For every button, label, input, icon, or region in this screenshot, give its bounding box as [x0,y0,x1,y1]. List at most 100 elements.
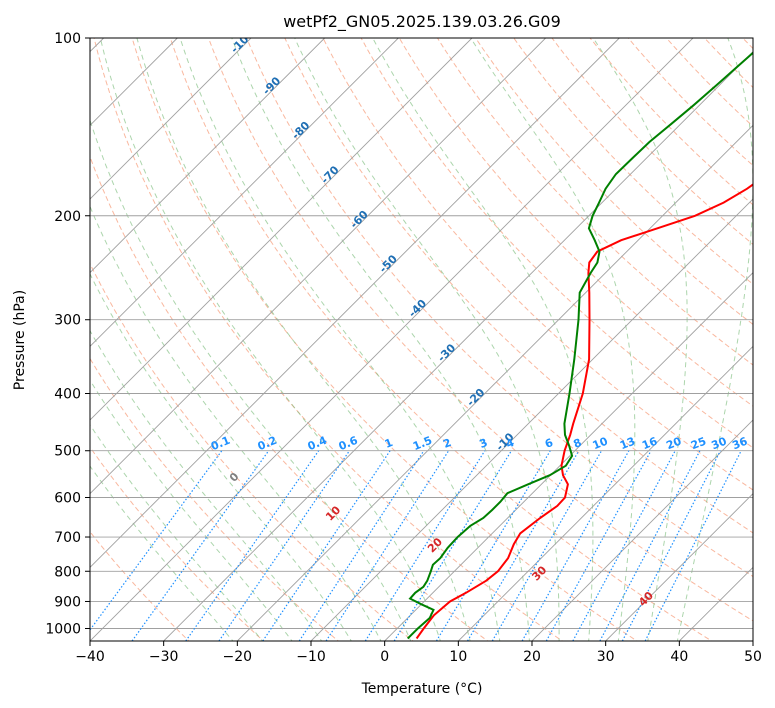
dry-adiabat-line [398,38,753,407]
mixing-ratio-line [393,450,512,641]
mixing-ratio-label: 0.4 [306,434,329,453]
x-tick-label: 40 [670,649,688,665]
dry-adiabat-line [93,38,564,641]
y-axis-label: Pressure (hPa) [12,290,28,390]
mixing-ratio-line [90,450,223,631]
mixing-ratio-label: 2 [441,436,453,451]
y-tick-label: 300 [54,313,81,329]
isotherm-label: -50 [377,252,400,275]
isotherm-line [90,38,325,274]
dry-adiabat-line [284,38,753,534]
isotherm-line [752,640,753,641]
mixing-ratio-label: 8 [572,436,584,451]
y-tick-label: 700 [54,530,81,546]
mixing-ratio-line [521,450,630,641]
dry-adiabat-line [474,38,753,325]
isotherm-line [90,38,546,495]
y-tick-label: 400 [54,387,81,403]
isotherm-line [679,566,753,641]
dry-adiabat-line [436,38,753,366]
isotherm-line [90,38,620,568]
mixing-ratio-label: 1 [383,436,395,451]
dry-adiabat-line [771,28,775,643]
x-tick-label: −10 [296,649,326,665]
mixing-ratio-line [621,450,721,641]
line-annotations: -100-90-80-70-60-50-40-30-20-100.1 0.2 0.4… [209,38,750,609]
moist-adiabat-line [231,38,530,641]
isotherm-line [90,38,252,200]
mixing-ratio-line [185,450,320,641]
axis-ticks: −40 −30 −20 −10 0 10 20 30 40 5010020030040050060… [45,31,762,665]
mixing-ratio-label: 0.2 [256,434,279,453]
mixing-ratio-label: 16 [640,434,659,452]
mixing-ratio-line [599,450,701,641]
isotherm-line [384,272,753,641]
temperature-series-line [415,183,753,640]
isotherm-label: -90 [260,74,283,97]
mixing-ratio-line [545,450,652,641]
mixing-ratio-label: 25 [689,435,708,453]
y-tick-label: 600 [54,490,81,506]
isotherm-label: -80 [289,119,312,142]
dry-adiabat-line [246,38,753,578]
dry-adiabat-line [169,38,713,641]
moist-adiabat-line [90,379,293,641]
dry-adiabat-line [742,38,753,50]
mixing-ratio-line [131,450,270,641]
isotherm-line [237,124,753,641]
y-tick-label: 800 [54,564,81,580]
dry-adiabat-line [131,38,638,641]
mixing-ratio-line [572,450,676,641]
isotherm-label: -60 [348,208,371,231]
mixing-ratio-label: 6 [543,436,555,451]
profile-lines [406,51,753,640]
isotherm-label: -40 [406,297,429,320]
dry-adiabat-label: 0 [227,470,242,485]
isotherm-line [90,38,399,347]
moist-adiabat-line [372,38,594,641]
moist-adiabat-line [90,329,323,641]
y-tick-label: 500 [54,444,81,460]
isotherm-line [605,493,753,641]
dry-adiabat-line [513,38,753,285]
isotherm-line [163,51,753,641]
dry-adiabat-line [90,531,190,641]
mixing-ratio-label: 10 [591,434,610,452]
mixing-ratio-label: 36 [730,434,749,452]
x-axis-label: Temperature (°C) [361,681,483,697]
dry-adiabat-line [703,38,753,89]
mixing-ratio-line [644,450,742,641]
moist-adiabat-line [90,423,264,641]
moist-adiabat-line [179,38,501,641]
mixing-ratio-label: 3 [478,436,490,451]
isotherm-line [90,38,473,421]
x-tick-label: −30 [149,649,179,665]
dry-adiabat-line [90,262,414,641]
dry-adiabat-label: 20 [425,535,445,555]
mixing-ratio-label: 20 [664,434,683,452]
dry-adiabat-line [551,38,753,246]
x-tick-label: 0 [380,649,389,665]
y-tick-label: 900 [54,594,81,610]
isotherm-line [531,419,753,641]
moist-adiabat-line [90,465,234,641]
dry-adiabat-line [90,446,265,641]
moist-adiabat-line [90,205,382,641]
y-tick-label: 1000 [45,621,81,637]
dry-adiabat-line [207,38,753,622]
y-tick-label: 100 [54,31,81,47]
dewpoint-series-line [406,51,753,640]
background-lines [90,28,775,643]
dry-adiabat-line [360,38,753,449]
mixing-ratio-line [491,450,603,641]
x-tick-label: −20 [223,649,253,665]
isotherm-label: -70 [318,163,341,186]
x-tick-label: 20 [523,649,541,665]
plot-frame [89,37,754,642]
x-tick-label: −40 [75,649,105,665]
moist-adiabat-line [592,38,688,641]
x-tick-label: 10 [449,649,467,665]
isotherm-label: -20 [464,386,487,409]
chart-title: wetPf2_GN05.2025.139.03.26.G09 [283,12,561,32]
